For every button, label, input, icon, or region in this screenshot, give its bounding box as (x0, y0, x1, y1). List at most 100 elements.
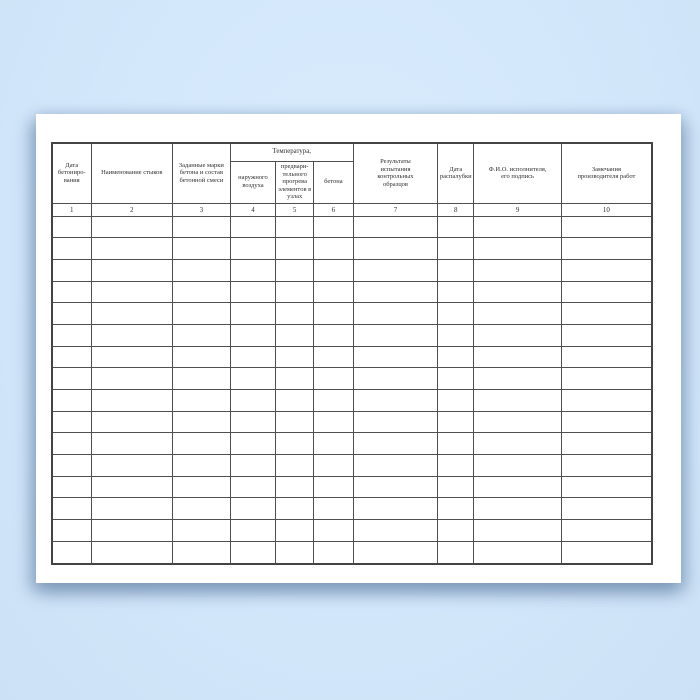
empty-cell (229, 345, 277, 369)
empty-cell (229, 302, 277, 325)
empty-cell (172, 432, 231, 456)
empty-cell (229, 497, 277, 521)
empty-cell (51, 540, 92, 565)
empty-cell (437, 367, 475, 390)
column-number: 1 (51, 202, 92, 217)
empty-cell (275, 258, 315, 282)
empty-row (51, 410, 653, 434)
empty-cell (560, 475, 653, 499)
empty-cell (352, 215, 439, 239)
empty-cell (229, 540, 277, 565)
empty-cell (172, 389, 231, 412)
header-joint-name: Наименование стыков (90, 142, 174, 204)
empty-cell (172, 323, 231, 347)
empty-row (51, 345, 653, 369)
empty-cell (275, 345, 315, 369)
empty-cell (172, 497, 231, 521)
column-number: 2 (90, 202, 174, 217)
empty-cell (352, 410, 439, 434)
empty-cell (437, 258, 475, 282)
empty-cell (51, 323, 92, 347)
empty-cell (473, 475, 562, 499)
header-row-group: Дата бетониро- вания Наименование стыков… (51, 142, 653, 204)
empty-cell (560, 389, 653, 412)
empty-cell (229, 519, 277, 542)
empty-cell (313, 519, 354, 542)
empty-cell (90, 367, 174, 390)
empty-cell (313, 432, 354, 456)
header-temperature-group: Температура, (229, 142, 354, 162)
empty-cell (473, 280, 562, 304)
empty-cell (473, 432, 562, 456)
empty-cell (352, 367, 439, 390)
empty-cell (437, 475, 475, 499)
empty-cell (473, 345, 562, 369)
empty-cell (229, 389, 277, 412)
empty-cell (313, 540, 354, 565)
empty-cell (172, 237, 231, 260)
empty-cell (560, 410, 653, 434)
empty-cell (90, 432, 174, 456)
header-work-producer-remarks: Замечания производителя работ (560, 142, 653, 204)
empty-cell (172, 345, 231, 369)
column-number: 6 (313, 202, 354, 217)
empty-cell (313, 280, 354, 304)
empty-cell (352, 302, 439, 325)
empty-cell (352, 345, 439, 369)
empty-cell (560, 280, 653, 304)
empty-row (51, 302, 653, 325)
table-header: Дата бетониро- вания Наименование стыков… (51, 142, 653, 217)
empty-cell (229, 323, 277, 347)
empty-cell (473, 237, 562, 260)
empty-cell (90, 475, 174, 499)
empty-cell (473, 389, 562, 412)
empty-cell (172, 258, 231, 282)
empty-cell (560, 540, 653, 565)
empty-cell (437, 302, 475, 325)
empty-row (51, 454, 653, 477)
empty-cell (313, 497, 354, 521)
empty-cell (473, 410, 562, 434)
empty-cell (352, 497, 439, 521)
empty-cell (51, 432, 92, 456)
empty-cell (90, 497, 174, 521)
empty-cell (90, 215, 174, 239)
empty-cell (229, 454, 277, 477)
header-formwork-removal-date: Дата распалубки (437, 142, 475, 204)
header-control-sample-results: Результаты испытания контрольных образцо… (352, 142, 439, 204)
empty-cell (51, 454, 92, 477)
column-number: 8 (437, 202, 475, 217)
empty-cell (51, 280, 92, 304)
empty-cell (229, 280, 277, 304)
empty-cell (473, 215, 562, 239)
header-date-of-concreting: Дата бетониро- вания (51, 142, 92, 204)
empty-cell (229, 237, 277, 260)
column-number: 9 (473, 202, 562, 217)
empty-cell (275, 280, 315, 304)
empty-cell (473, 540, 562, 565)
empty-cell (229, 475, 277, 499)
header-outside-air-temp: наружного воздуха (229, 160, 277, 204)
empty-row (51, 237, 653, 260)
header-concrete-temp: бетона (313, 160, 354, 204)
empty-row (51, 432, 653, 456)
empty-cell (51, 237, 92, 260)
empty-cell (90, 237, 174, 260)
empty-cell (437, 323, 475, 347)
empty-cell (275, 215, 315, 239)
column-number-row: 1 2 3 4 5 6 7 8 9 10 (51, 202, 653, 217)
empty-row (51, 519, 653, 542)
empty-cell (172, 454, 231, 477)
empty-cell (172, 540, 231, 565)
empty-cell (172, 367, 231, 390)
empty-row (51, 323, 653, 347)
column-number: 10 (560, 202, 653, 217)
paper-sheet: Дата бетониро- вания Наименование стыков… (36, 114, 681, 583)
empty-cell (437, 280, 475, 304)
empty-cell (275, 540, 315, 565)
empty-cell (51, 410, 92, 434)
empty-cell (313, 302, 354, 325)
concrete-pouring-journal-table: Дата бетониро- вания Наименование стыков… (51, 142, 653, 565)
empty-cell (275, 475, 315, 499)
